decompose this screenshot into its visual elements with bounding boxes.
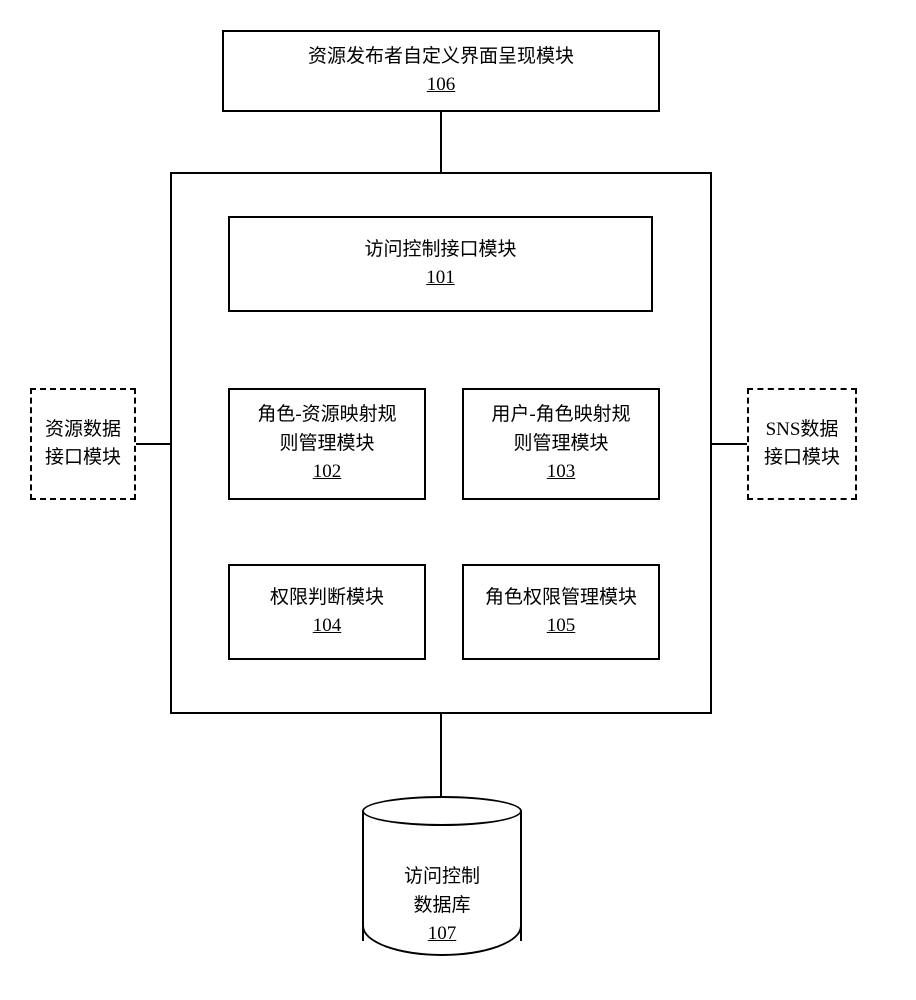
node-number: 103 [547, 458, 576, 487]
node-number: 101 [426, 264, 455, 293]
node-label: 资源数据 接口模块 [45, 416, 121, 473]
node-permission-judgment: 权限判断模块 104 [228, 564, 426, 660]
node-label: 角色权限管理模块 [485, 584, 637, 613]
edge [440, 112, 442, 172]
node-number: 107 [362, 920, 522, 949]
node-number: 102 [313, 458, 342, 487]
node-label: 角色-资源映射规 则管理模块 [257, 401, 396, 458]
node-label: 资源发布者自定义界面呈现模块 [308, 43, 574, 72]
node-label: 用户-角色映射规 则管理模块 [491, 401, 630, 458]
node-role-resource-mapping: 角色-资源映射规 则管理模块 102 [228, 388, 426, 500]
node-label: SNS数据 接口模块 [764, 416, 840, 473]
cylinder-label: 访问控制 数据库 107 [362, 863, 522, 949]
node-user-role-mapping: 用户-角色映射规 则管理模块 103 [462, 388, 660, 500]
edge [440, 714, 442, 798]
node-access-control-interface: 访问控制接口模块 101 [228, 216, 653, 312]
node-label: 权限判断模块 [270, 584, 384, 613]
node-number: 106 [427, 71, 456, 100]
node-sns-data-interface: SNS数据 接口模块 [747, 388, 857, 500]
node-label: 访问控制接口模块 [364, 236, 516, 265]
node-ui-presentation: 资源发布者自定义界面呈现模块 106 [222, 30, 660, 112]
node-number: 105 [547, 612, 576, 641]
node-number: 104 [313, 612, 342, 641]
edge [136, 443, 170, 445]
node-access-control-db: 访问控制 数据库 107 [362, 796, 522, 956]
node-resource-data-interface: 资源数据 接口模块 [30, 388, 136, 500]
edge [712, 443, 747, 445]
node-role-permission-mgmt: 角色权限管理模块 105 [462, 564, 660, 660]
